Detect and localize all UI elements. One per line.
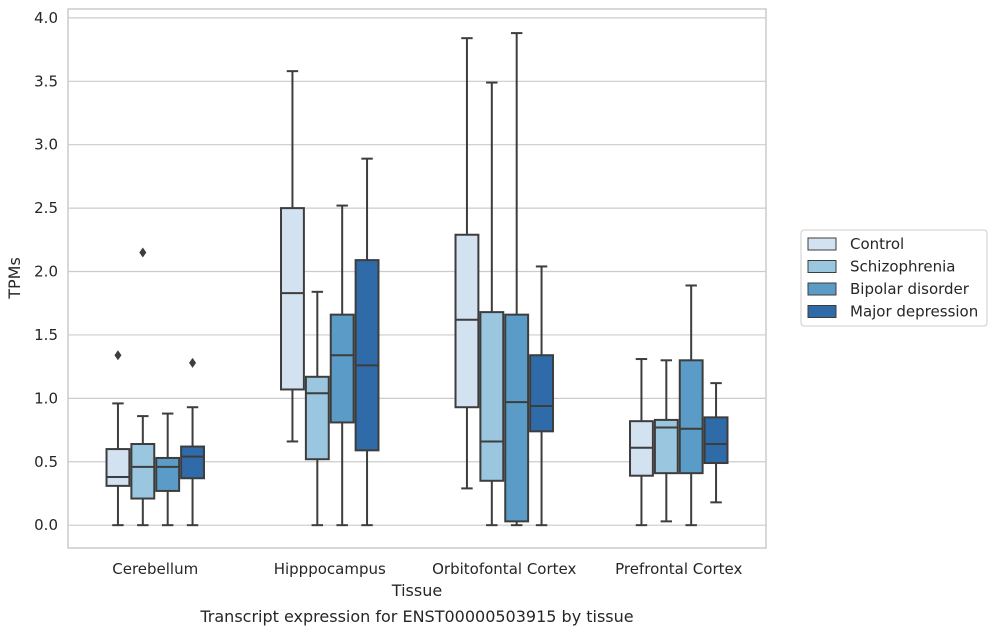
chart-caption: Transcript expression for ENST0000050391…	[199, 607, 633, 626]
box-iqr	[304, 375, 330, 461]
legend-swatch-schizophrenia	[807, 260, 837, 273]
box-bipolar-disorder-hipppocampus	[329, 204, 355, 527]
box-iqr	[703, 416, 729, 465]
box-iqr	[504, 313, 530, 523]
outlier-point	[114, 350, 122, 361]
x-tick-labels: Cerebellum Hipppocampus Orbitofontal Corte…	[112, 560, 742, 578]
box-iqr	[653, 418, 679, 475]
x-tick-label: Prefrontal Cortex	[615, 560, 742, 578]
y-tick-label: 0.5	[34, 453, 58, 471]
legend-label-control: Control	[850, 235, 904, 253]
box-iqr	[678, 359, 704, 475]
box-plots	[105, 32, 729, 527]
box-iqr	[479, 311, 505, 482]
box-iqr	[105, 448, 131, 487]
legend-frame	[800, 229, 988, 327]
box-schizophrenia-prefrontal-cortex	[653, 359, 679, 523]
x-tick-label: Hipppocampus	[274, 560, 386, 578]
box-control-prefrontal-cortex	[629, 358, 654, 527]
legend-label-schizophrenia: Schizophrenia	[850, 258, 955, 276]
box-iqr	[130, 443, 156, 500]
box-major-depression-hipppocampus	[354, 157, 380, 527]
legend-swatch-control	[807, 237, 837, 251]
box-major-depression-cerebellum	[180, 357, 205, 527]
legend-label-major-depression: Major depression	[850, 303, 978, 321]
box-bipolar-disorder-cerebellum	[155, 412, 181, 527]
x-tick-label: Cerebellum	[112, 560, 198, 578]
y-tick-label: 1.0	[34, 389, 58, 407]
legend: Control Schizophrenia Bipolar disorder Majo…	[800, 229, 988, 327]
y-tick-label: 2.5	[34, 199, 58, 217]
legend-swatch-major-depression	[807, 305, 837, 318]
box-bipolar-disorder-orbitofontal-cortex	[504, 32, 530, 527]
y-tick-label: 3.0	[34, 136, 58, 154]
outlier-point	[189, 357, 197, 368]
legend-swatch-bipolar-disorder	[807, 282, 837, 296]
box-bipolar-disorder-prefrontal-cortex	[678, 284, 704, 527]
box-schizophrenia-hipppocampus	[304, 290, 330, 527]
box-schizophrenia-cerebellum	[130, 247, 156, 527]
outlier-point	[139, 247, 147, 258]
y-axis-title: TPMs	[5, 257, 24, 300]
y-tick-label: 4.0	[34, 9, 58, 27]
box-control-orbitofontal-cortex	[454, 37, 480, 490]
box-iqr	[454, 233, 480, 409]
box-iqr	[280, 207, 305, 391]
y-tick-label: 1.5	[34, 326, 58, 344]
x-tick-label: Orbitofontal Cortex	[432, 560, 576, 578]
box-control-hipppocampus	[280, 70, 305, 443]
box-major-depression-orbitofontal-cortex	[529, 265, 554, 527]
y-tick-label: 0.0	[34, 516, 58, 534]
legend-label-bipolar-disorder: Bipolar disorder	[850, 280, 970, 298]
box-iqr	[354, 259, 380, 452]
y-tick-label: 2.0	[34, 263, 58, 281]
box-major-depression-prefrontal-cortex	[703, 382, 729, 504]
y-tick-label: 3.5	[34, 72, 58, 90]
plot-frame	[67, 8, 767, 549]
box-iqr	[529, 354, 554, 433]
y-tick-labels: 0.0 0.5 1.0 1.5 2.0 2.5 3.0 3.5 4.0	[34, 9, 58, 534]
box-iqr	[180, 445, 205, 480]
box-schizophrenia-orbitofontal-cortex	[479, 81, 505, 527]
box-iqr	[329, 313, 355, 424]
box-control-cerebellum	[105, 350, 131, 527]
x-axis-title: Tissue	[391, 581, 442, 600]
box-iqr	[155, 456, 181, 492]
